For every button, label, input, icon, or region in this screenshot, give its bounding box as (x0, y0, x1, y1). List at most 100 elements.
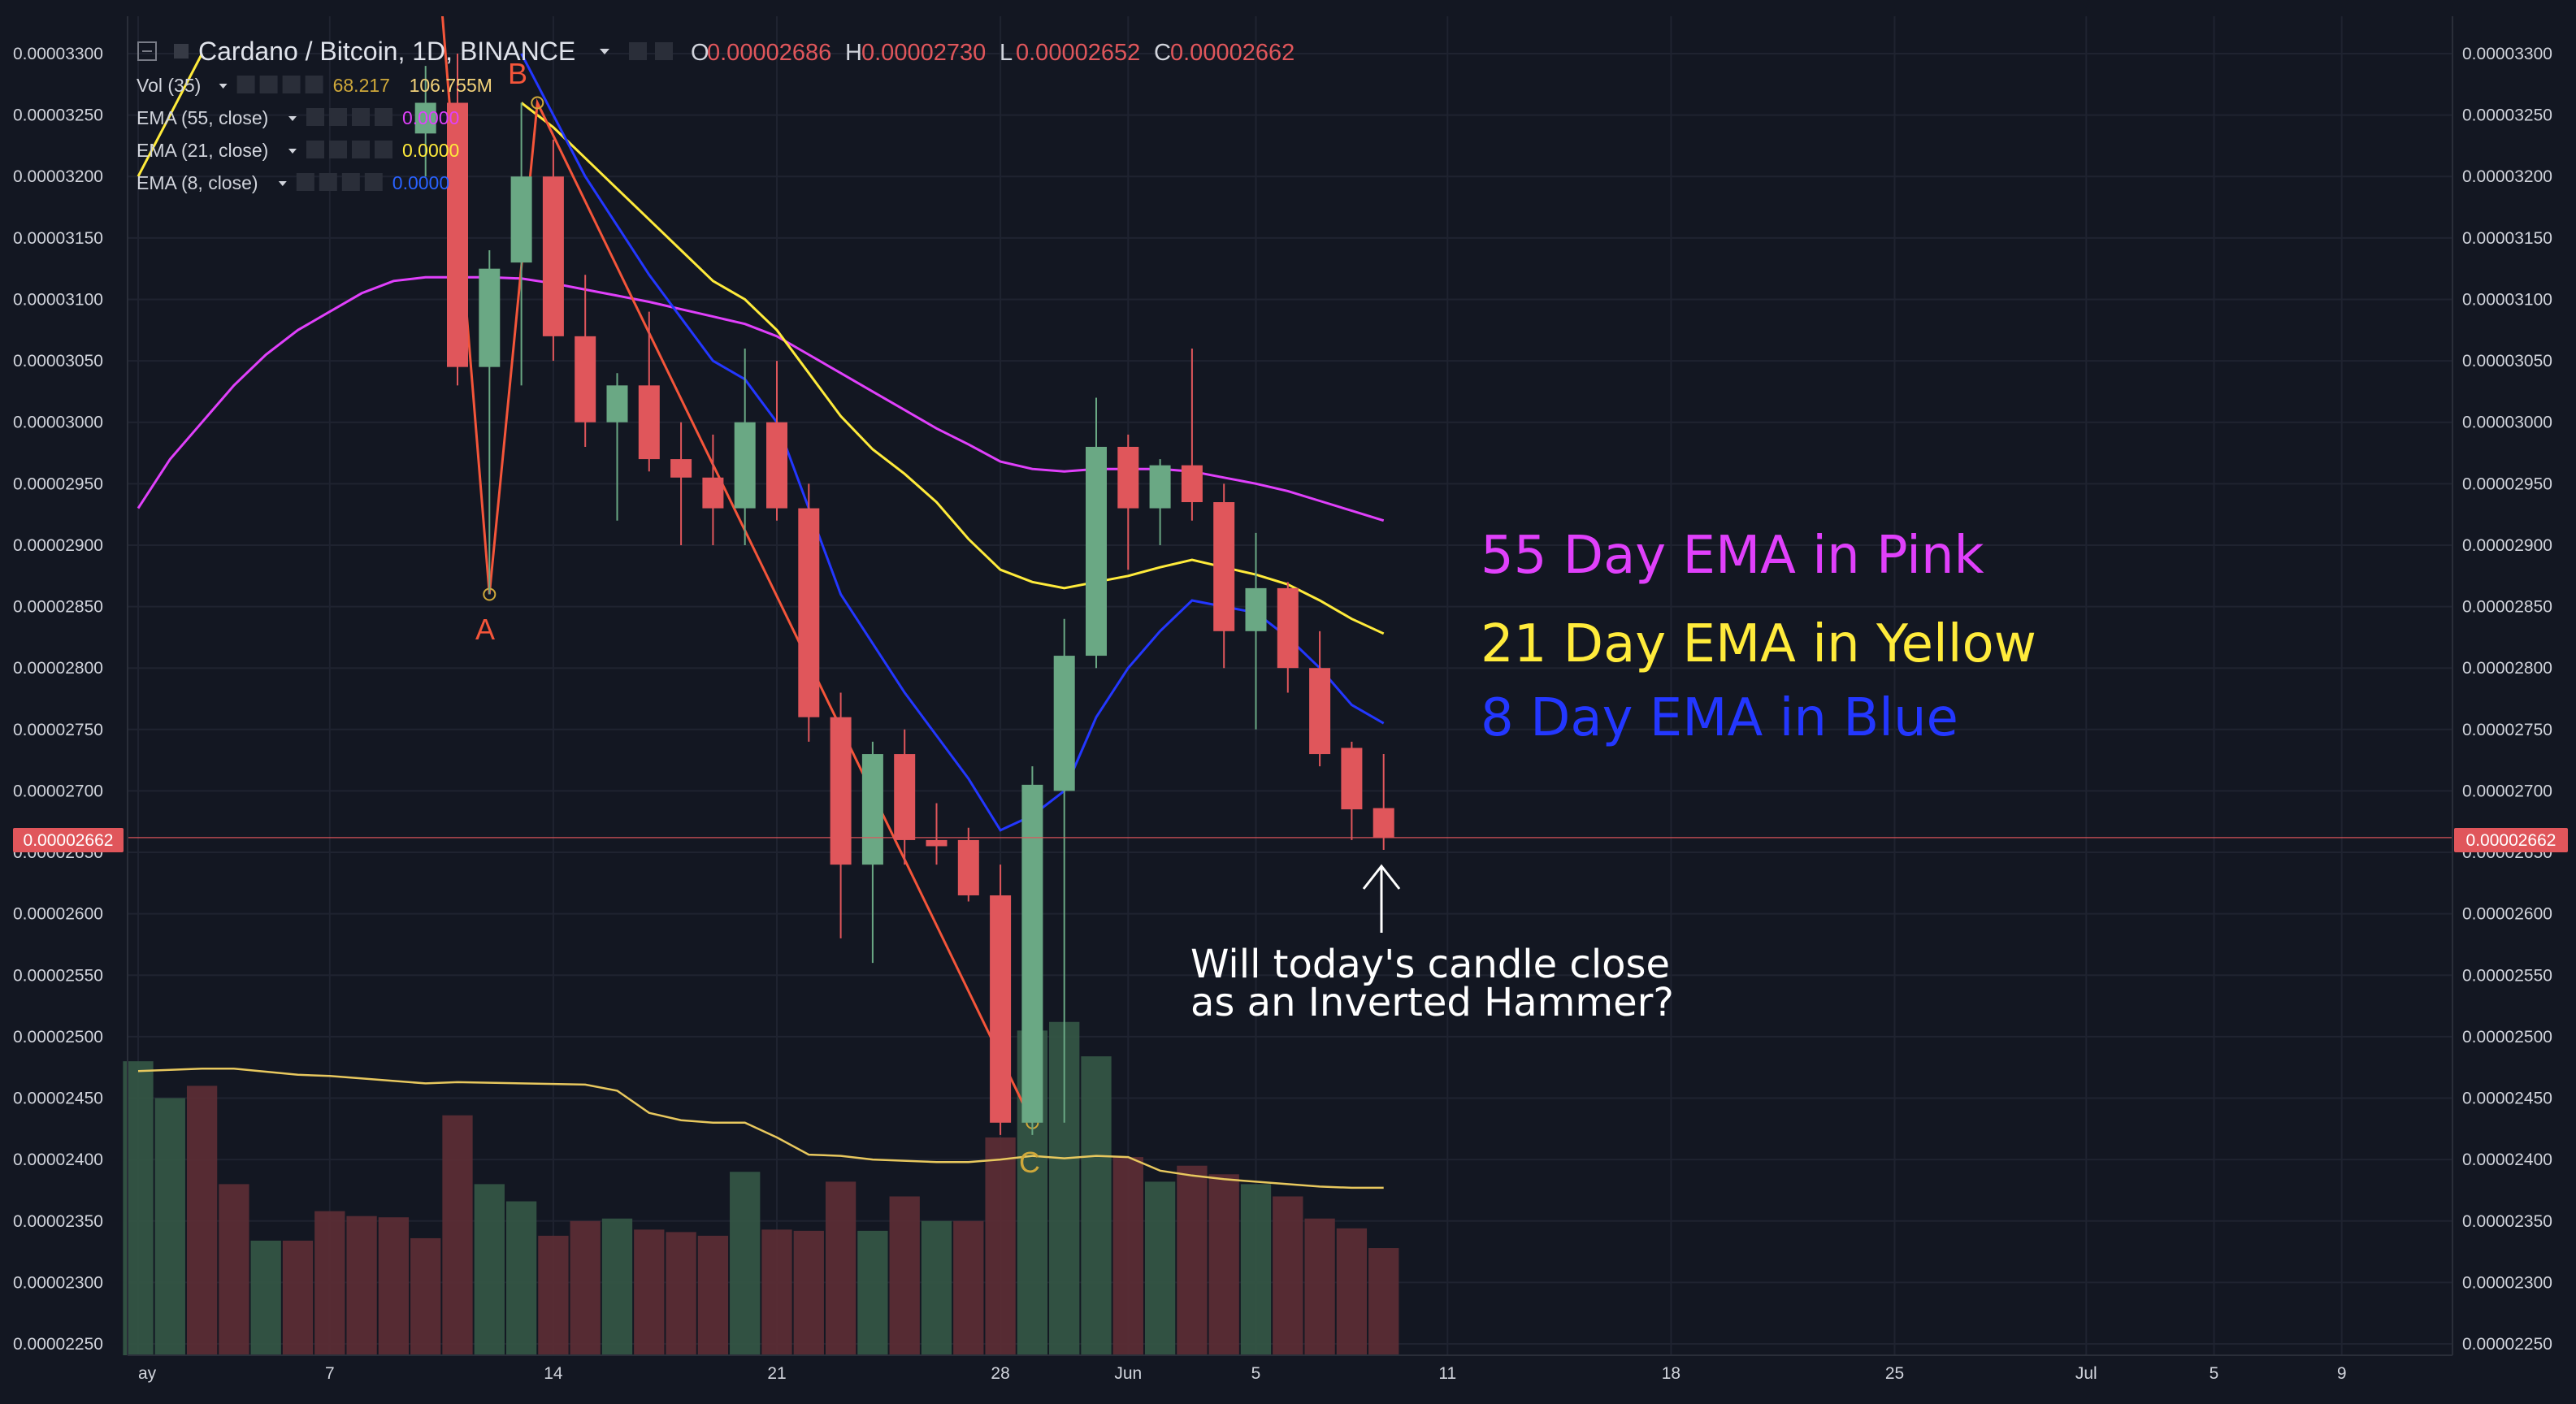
volume-bar (1144, 1181, 1176, 1355)
annotation-note-line1: Will today's candle close (1190, 942, 1670, 987)
time-tick-label: ay (138, 1364, 157, 1383)
close-icon[interactable] (375, 141, 392, 158)
volume-bar (1336, 1228, 1368, 1355)
eye-icon[interactable] (306, 141, 324, 158)
indicator-value: 68.217 (333, 75, 390, 96)
right-price-axis[interactable]: 0.00003300 0.00003250 0.00003200 0.00003150… (2462, 45, 2552, 1354)
right-tick-label: 0.00002700 (2462, 782, 2552, 800)
candle[interactable] (1181, 348, 1203, 521)
volume-ma-path (137, 1067, 1384, 1190)
close-icon[interactable] (305, 76, 323, 93)
settings-icon[interactable] (319, 173, 337, 191)
candle[interactable] (926, 803, 948, 865)
candle[interactable] (575, 275, 596, 447)
indicator-label[interactable]: EMA (55, close) (137, 107, 268, 128)
wave-point-a: A (475, 613, 495, 646)
candle[interactable] (606, 373, 628, 521)
candle[interactable] (766, 361, 787, 521)
volume-bar (282, 1240, 314, 1355)
candle[interactable] (798, 483, 820, 742)
candlesticks[interactable] (414, 54, 1394, 1135)
left-tick-label: 0.00002850 (13, 598, 103, 617)
plus-icon[interactable] (352, 141, 370, 158)
plus-icon[interactable] (282, 76, 301, 93)
ohlc-values: O0.00002686 H 0.00002730 L 0.00002652 C 0.0000… (691, 40, 1295, 66)
candle[interactable] (830, 692, 852, 938)
indicator-label[interactable]: EMA (21, close) (137, 140, 268, 161)
more-icon[interactable] (655, 42, 673, 60)
candle-body (1245, 587, 1267, 631)
volume-bar (570, 1220, 601, 1355)
candle[interactable] (1053, 618, 1075, 1123)
candle-body (1277, 587, 1299, 669)
candle[interactable] (734, 348, 756, 545)
candle[interactable] (447, 54, 468, 386)
eye-icon[interactable] (236, 76, 255, 93)
volume-bar (314, 1211, 345, 1355)
right-tick-label: 0.00002250 (2462, 1335, 2552, 1354)
candle-body (990, 895, 1012, 1123)
time-tick-label: 21 (767, 1364, 786, 1383)
candle[interactable] (542, 139, 564, 362)
symbol-title[interactable]: Cardano / Bitcoin, 1D, BINANCE (198, 37, 575, 66)
right-tick-label: 0.00002950 (2462, 474, 2552, 493)
indicator-label[interactable]: EMA (8, close) (137, 172, 258, 193)
candle[interactable] (1373, 754, 1394, 851)
candle[interactable] (1117, 434, 1139, 570)
settings-icon[interactable] (329, 141, 347, 158)
time-axis[interactable]: ay 7 14 21 28 Jun 5 11 18 25 Jul 5 9 (138, 1364, 2347, 1383)
settings-icon[interactable] (629, 42, 647, 60)
volume-bar (505, 1201, 537, 1355)
candle-body (1117, 446, 1139, 509)
candle[interactable] (510, 102, 532, 386)
candle[interactable] (990, 864, 1012, 1135)
time-tick-label: Jul (2075, 1364, 2097, 1383)
close-icon[interactable] (375, 108, 392, 126)
volume-bar (761, 1229, 792, 1355)
close-icon[interactable] (364, 173, 383, 191)
left-tick-label: 0.00003000 (13, 414, 103, 432)
ohlc-key: L (1000, 40, 1013, 66)
eye-icon[interactable] (296, 173, 314, 191)
volume-bar (154, 1098, 185, 1355)
candle[interactable] (1213, 483, 1235, 669)
candle[interactable] (670, 422, 692, 545)
candle[interactable] (638, 311, 660, 472)
left-tick-label: 0.00002750 (13, 721, 103, 739)
candle[interactable] (1309, 630, 1331, 767)
candle[interactable] (1341, 741, 1363, 840)
indicator-label[interactable]: Vol (35) (137, 75, 201, 96)
ema-lines (137, 53, 1385, 832)
volume-bar (697, 1235, 729, 1355)
eye-icon[interactable] (306, 108, 324, 126)
plus-icon[interactable] (352, 108, 370, 126)
candle[interactable] (861, 741, 883, 964)
right-tick-label: 0.00002550 (2462, 966, 2552, 985)
chevron-down-icon[interactable] (600, 49, 609, 54)
candle[interactable] (1149, 459, 1171, 545)
candle[interactable] (479, 249, 501, 595)
candle[interactable] (894, 729, 916, 865)
candle[interactable] (1021, 766, 1043, 1135)
settings-icon[interactable] (329, 108, 347, 126)
candle-body (798, 508, 820, 717)
left-tick-label: 0.00003200 (13, 167, 103, 186)
candle[interactable] (1245, 532, 1267, 730)
candle-body (830, 717, 852, 865)
candle-body (479, 268, 501, 367)
candle[interactable] (414, 66, 436, 177)
symbol-icon (174, 44, 189, 58)
candle[interactable] (1277, 582, 1299, 693)
collapse-icon[interactable] (137, 41, 157, 61)
candle-body (1213, 502, 1235, 631)
candle[interactable] (1086, 397, 1107, 669)
left-price-axis[interactable]: 0.00003300 0.00003250 0.00003200 0.00003150… (13, 45, 103, 1354)
candle[interactable] (702, 434, 724, 545)
plus-icon[interactable] (341, 173, 360, 191)
time-tick-label: 28 (991, 1364, 1009, 1383)
candle[interactable] (957, 827, 979, 902)
volume-bar (1273, 1196, 1303, 1355)
settings-icon[interactable] (259, 76, 278, 93)
